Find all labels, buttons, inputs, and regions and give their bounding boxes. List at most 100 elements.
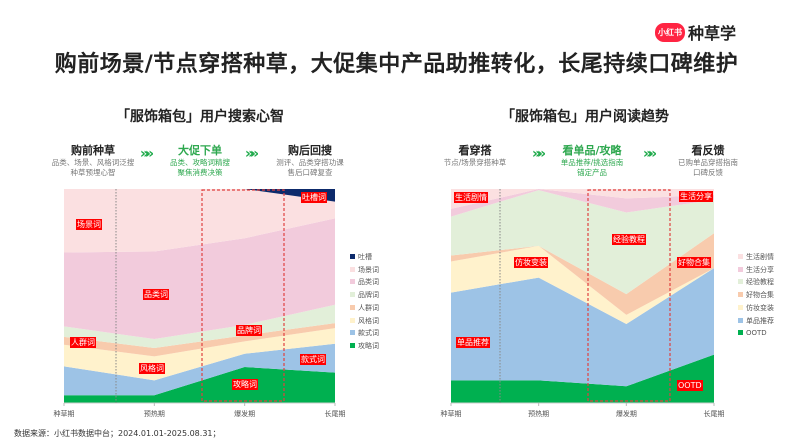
brand-name: 种草学 bbox=[688, 24, 737, 43]
legend-label: 吐槽 bbox=[358, 253, 372, 261]
area-攻略词 bbox=[64, 367, 335, 403]
series-label-单品推荐: 单品推荐 bbox=[456, 337, 490, 348]
stage-title: 购后回搜 bbox=[288, 144, 332, 157]
area-OOTD bbox=[451, 354, 714, 403]
stage-desc: 种草预埋心智 bbox=[70, 168, 116, 177]
right-subtitle: 「服饰箱包」用户阅读趋势 bbox=[501, 109, 669, 125]
brand-logo: 小红书 种草学 bbox=[655, 20, 736, 44]
legend-item: 攻略词 bbox=[350, 340, 379, 353]
legend-swatch bbox=[350, 342, 355, 348]
legend-label: 生活剧情 bbox=[746, 253, 774, 261]
series-label-经验教程: 经验教程 bbox=[612, 234, 646, 245]
data-source-footnote: 数据来源：小红书数据中台；2024.01.01-2025.08.31； bbox=[14, 429, 221, 438]
stage-title: 看反馈 bbox=[691, 144, 725, 157]
area-吐槽 bbox=[64, 189, 335, 202]
legend-item: 好物合集 bbox=[738, 289, 774, 302]
area-生活剧情 bbox=[451, 189, 714, 209]
x-tick-label: 预热期 bbox=[528, 410, 550, 418]
area-人群词 bbox=[64, 323, 335, 357]
legend-swatch bbox=[350, 279, 355, 285]
stage-title: 大促下单 bbox=[178, 144, 222, 157]
xiaohongshu-logo: 小红书 bbox=[655, 22, 685, 42]
highlight-box bbox=[201, 189, 285, 402]
legend-item: 品类词 bbox=[350, 276, 379, 289]
left-stage-3: 购后回搜 测评、品类穿搭功课 售后口碑复查 bbox=[255, 142, 365, 178]
legend-swatch bbox=[738, 330, 743, 336]
x-tick-label: 长尾期 bbox=[324, 410, 346, 418]
legend-item: 场景词 bbox=[350, 264, 379, 277]
legend-label: 生活分享 bbox=[746, 265, 774, 274]
area-风格词 bbox=[64, 328, 335, 381]
legend-label: 攻略词 bbox=[358, 341, 379, 350]
stage-desc: 锚定产品 bbox=[577, 168, 607, 177]
left-subtitle: 「服饰箱包」用户搜索心智 bbox=[116, 109, 284, 125]
series-label-品类词: 品类词 bbox=[143, 289, 169, 300]
legend-swatch bbox=[350, 304, 355, 310]
right-stage-3: 看反馈 已购单品穿搭指南 口碑反馈 bbox=[653, 142, 763, 178]
right-stage-1: 看穿搭 节点/场景穿搭种草 bbox=[420, 142, 530, 168]
series-label-生活剧情: 生活剧情 bbox=[454, 192, 488, 203]
legend-swatch bbox=[350, 292, 355, 298]
legend-label: 人群词 bbox=[358, 303, 379, 312]
legend-swatch bbox=[350, 330, 355, 336]
legend-swatch bbox=[738, 292, 743, 298]
stage-desc: 品类、场景、风格词泛搜 bbox=[51, 158, 135, 167]
legend-label: 单品推荐 bbox=[746, 316, 774, 325]
legend-item: 经验教程 bbox=[738, 276, 774, 289]
legend-item: 款式词 bbox=[350, 327, 379, 340]
legend-label: 经验教程 bbox=[746, 278, 774, 287]
legend-label: 场景词 bbox=[358, 265, 379, 274]
legend-item: 人群词 bbox=[350, 302, 379, 315]
legend-item: OOTD bbox=[738, 327, 767, 340]
stage-desc: 单品推荐/挑选指南 bbox=[560, 158, 624, 167]
x-tick-label: 种草期 bbox=[440, 410, 462, 418]
stage-desc: 口碑反馈 bbox=[693, 168, 723, 177]
stage-desc: 已购单品穿搭指南 bbox=[678, 158, 738, 167]
legend-label: OOTD bbox=[746, 329, 767, 338]
area-好物合集 bbox=[451, 233, 714, 315]
stage-title: 看穿搭 bbox=[458, 144, 492, 157]
page-title: 购前场景/节点穿搭种草，大促集中产品助推转化，长尾持续口碑维护 bbox=[54, 52, 739, 77]
area-场景词 bbox=[64, 189, 335, 253]
stage-desc: 品类、攻略词精搜 bbox=[170, 158, 230, 167]
series-label-好物合集: 好物合集 bbox=[677, 257, 711, 268]
stage-title: 看单品/攻略 bbox=[562, 144, 622, 157]
series-label-吐槽: 吐槽词 bbox=[301, 192, 327, 203]
series-label-场景词: 场景词 bbox=[76, 219, 102, 230]
legend-swatch bbox=[738, 266, 743, 272]
stage-desc: 聚焦消费决策 bbox=[177, 168, 223, 177]
legend-label: 好物合集 bbox=[746, 291, 774, 300]
area-单品推荐 bbox=[451, 268, 714, 387]
area-品类词 bbox=[64, 218, 335, 340]
legend-swatch bbox=[738, 304, 743, 310]
legend-swatch bbox=[350, 317, 355, 323]
series-label-款式词: 款式词 bbox=[300, 354, 326, 365]
x-tick-label: 爆发期 bbox=[615, 410, 637, 418]
right-stage-2: 看单品/攻略 单品推荐/挑选指南 锚定产品 bbox=[537, 142, 647, 178]
area-款式词 bbox=[64, 343, 335, 396]
series-label-攻略词: 攻略词 bbox=[232, 379, 258, 390]
x-tick-label: 爆发期 bbox=[234, 410, 256, 418]
series-label-OOTD: OOTD bbox=[677, 380, 703, 391]
area-生活分享 bbox=[451, 189, 714, 217]
legend-label: 款式词 bbox=[358, 329, 379, 338]
highlight-box bbox=[587, 189, 671, 402]
stage-desc: 测评、品类穿搭功课 bbox=[276, 158, 344, 167]
x-tick-label: 长尾期 bbox=[703, 410, 725, 418]
legend-item: 吐槽 bbox=[350, 251, 372, 264]
legend-swatch bbox=[738, 317, 743, 323]
series-label-生活分享: 生活分享 bbox=[679, 191, 713, 202]
legend-label: 品类词 bbox=[358, 278, 379, 287]
legend-swatch bbox=[738, 279, 743, 285]
stage-title: 购前种草 bbox=[71, 144, 115, 157]
legend-label: 品牌词 bbox=[358, 291, 379, 300]
legend-item: 生活剧情 bbox=[738, 251, 774, 264]
series-label-人群词: 人群词 bbox=[70, 337, 96, 348]
legend-swatch bbox=[738, 254, 743, 259]
x-tick-label: 预热期 bbox=[143, 410, 165, 418]
area-经验教程 bbox=[451, 190, 714, 295]
legend-item: 生活分享 bbox=[738, 264, 774, 277]
series-label-品牌词: 品牌词 bbox=[236, 325, 262, 336]
legend-item: 风格词 bbox=[350, 315, 379, 328]
